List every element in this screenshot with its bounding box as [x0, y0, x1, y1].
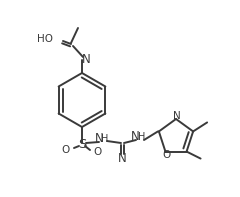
Text: N: N	[173, 111, 181, 121]
Text: O: O	[93, 147, 101, 157]
Text: N: N	[82, 52, 90, 65]
Text: HO: HO	[37, 34, 53, 44]
Text: N: N	[118, 151, 126, 164]
Text: H: H	[138, 132, 146, 142]
Text: O: O	[162, 150, 171, 160]
Text: N: N	[95, 133, 103, 146]
Text: S: S	[78, 138, 86, 151]
Text: H: H	[101, 134, 109, 144]
Text: N: N	[131, 130, 139, 143]
Text: O: O	[62, 145, 70, 155]
